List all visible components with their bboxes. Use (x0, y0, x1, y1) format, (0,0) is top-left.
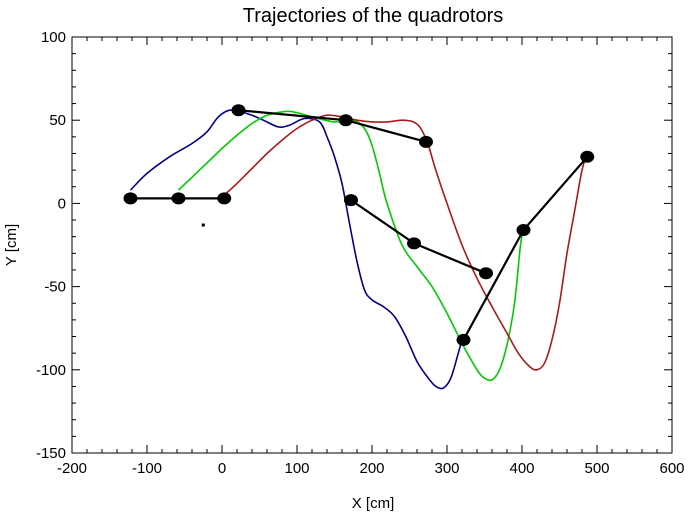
trajectory-series-2 (177, 110, 525, 382)
x-tick-label: 600 (659, 460, 684, 477)
y-axis: -150 -100 -50 0 50 100 (36, 29, 672, 462)
trajectory-series-1 (129, 109, 463, 390)
quadrotor-marker (407, 237, 421, 250)
formation-line-4 (462, 156, 589, 341)
x-axis: -200 -100 0 100 200 300 400 500 600 (57, 37, 685, 477)
x-tick-label: -200 (57, 460, 87, 477)
y-tick-label: -50 (44, 279, 66, 296)
y-axis-label: Y [cm] (3, 224, 20, 266)
quadrotor-marker (344, 194, 358, 207)
quadrotor-marker (123, 192, 138, 205)
trajectory-series-3 (223, 114, 589, 371)
formation-line-3 (350, 199, 487, 275)
x-tick-label: -100 (132, 460, 162, 477)
quadrotor-marker (338, 114, 353, 127)
small-dot (201, 223, 205, 227)
x-tick-label: 0 (218, 460, 226, 477)
quadrotor-marker (580, 150, 595, 163)
y-tick-label: 0 (58, 195, 66, 212)
y-tick-label: -100 (36, 362, 66, 379)
x-tick-label: 500 (584, 460, 609, 477)
quadrotor-marker (456, 333, 471, 346)
x-tick-label: 300 (434, 460, 459, 477)
x-tick-label: 400 (509, 460, 534, 477)
y-tick-label: -150 (36, 445, 66, 462)
x-tick-label: 200 (359, 460, 384, 477)
y-tick-label: 100 (41, 29, 66, 46)
quadrotor-marker (419, 135, 433, 148)
quadrotor-marker (479, 267, 493, 280)
quadrotor-marker (231, 104, 246, 117)
chart-title: Trajectories of the quadrotors (243, 5, 504, 27)
quadrotor-marker (171, 192, 186, 205)
x-tick-label: 100 (284, 460, 309, 477)
plot-frame (71, 36, 673, 454)
quadrotor-marker (516, 224, 531, 237)
quadrotor-marker (217, 192, 232, 205)
x-axis-label: X [cm] (352, 495, 395, 512)
plot-area (71, 36, 673, 454)
y-tick-label: 50 (49, 112, 66, 129)
